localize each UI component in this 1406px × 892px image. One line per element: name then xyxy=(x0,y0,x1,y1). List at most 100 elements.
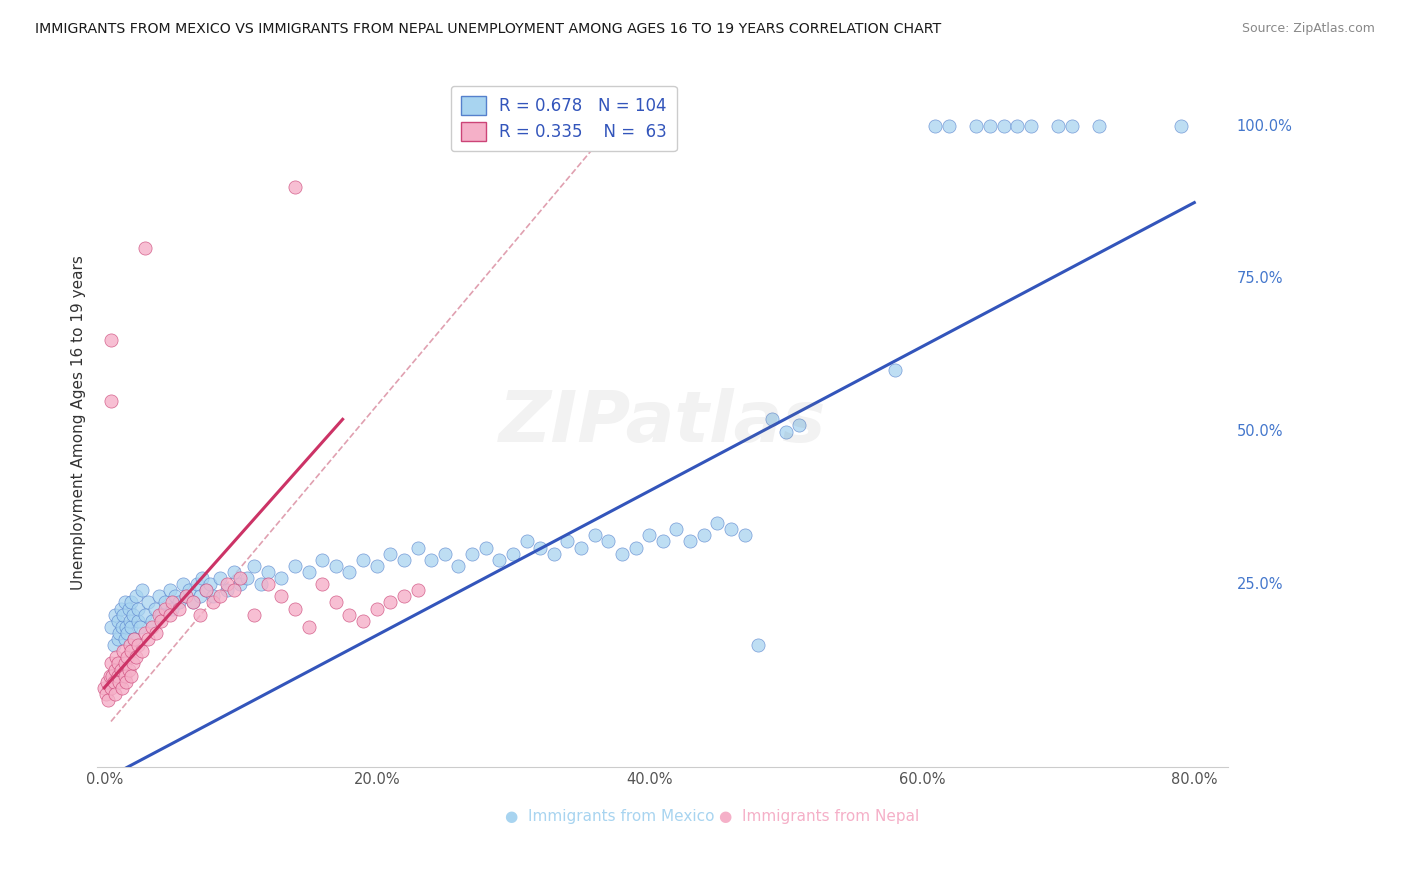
Point xyxy=(433,547,456,561)
Point xyxy=(100,333,122,347)
Point xyxy=(502,547,524,561)
Point xyxy=(222,583,245,598)
Point xyxy=(100,657,122,671)
Point xyxy=(366,601,388,615)
Point xyxy=(202,590,225,604)
Point xyxy=(993,120,1015,134)
Point xyxy=(167,601,190,615)
Point xyxy=(155,595,177,609)
Point xyxy=(693,528,716,542)
Point xyxy=(111,620,134,634)
Point xyxy=(1060,120,1083,134)
Point xyxy=(195,583,218,598)
Point xyxy=(236,571,259,585)
Point xyxy=(215,577,238,591)
Point xyxy=(145,626,167,640)
Point xyxy=(159,607,181,622)
Text: Source: ZipAtlas.com: Source: ZipAtlas.com xyxy=(1241,22,1375,36)
Point xyxy=(111,681,134,695)
Point xyxy=(380,547,402,561)
Point xyxy=(1170,120,1192,134)
Point xyxy=(188,607,211,622)
Point xyxy=(114,657,136,671)
Point xyxy=(127,601,149,615)
Point xyxy=(103,674,125,689)
Point xyxy=(284,180,307,194)
Point xyxy=(112,644,135,658)
Point xyxy=(325,558,347,573)
Point xyxy=(488,552,510,566)
Point xyxy=(108,626,131,640)
Point xyxy=(107,614,129,628)
Point xyxy=(366,558,388,573)
Point xyxy=(229,577,252,591)
Point xyxy=(167,595,190,609)
Point xyxy=(108,674,131,689)
Point xyxy=(297,565,319,579)
Text: ZIPatlas: ZIPatlas xyxy=(499,388,827,457)
Point xyxy=(543,547,565,561)
Point xyxy=(181,595,204,609)
Point xyxy=(200,577,222,591)
Point xyxy=(202,595,225,609)
Point xyxy=(638,528,661,542)
Point xyxy=(181,595,204,609)
Point xyxy=(924,120,946,134)
Point xyxy=(1088,120,1111,134)
Point xyxy=(256,565,278,579)
Point xyxy=(97,693,120,707)
Point xyxy=(100,620,122,634)
Point xyxy=(569,541,592,555)
Point xyxy=(120,595,142,609)
Y-axis label: Unemployment Among Ages 16 to 19 years: Unemployment Among Ages 16 to 19 years xyxy=(72,255,86,590)
Point xyxy=(624,541,647,555)
Point xyxy=(761,412,783,426)
Point xyxy=(134,626,156,640)
Point xyxy=(325,595,347,609)
Point xyxy=(516,534,538,549)
Point xyxy=(117,626,139,640)
Point xyxy=(103,638,125,652)
Point xyxy=(215,583,238,598)
Point xyxy=(610,547,633,561)
Point xyxy=(598,534,620,549)
Text: 100.0%: 100.0% xyxy=(1237,119,1292,134)
Point xyxy=(208,571,231,585)
Point xyxy=(115,674,138,689)
Point xyxy=(134,241,156,255)
Point xyxy=(136,632,159,646)
Point xyxy=(243,607,266,622)
Point xyxy=(118,663,141,677)
Point xyxy=(529,541,551,555)
Text: 50.0%: 50.0% xyxy=(1237,424,1284,439)
Point xyxy=(186,577,208,591)
Point xyxy=(107,669,129,683)
Point xyxy=(114,632,136,646)
Point xyxy=(141,614,163,628)
Point xyxy=(979,120,1001,134)
Point xyxy=(96,674,118,689)
Point xyxy=(100,681,122,695)
Point xyxy=(1005,120,1028,134)
Point xyxy=(143,601,166,615)
Point xyxy=(150,614,173,628)
Point xyxy=(256,577,278,591)
Point xyxy=(965,120,987,134)
Point xyxy=(174,590,197,604)
Point xyxy=(406,583,429,598)
Point xyxy=(250,577,273,591)
Point xyxy=(128,620,150,634)
Point xyxy=(112,607,135,622)
Text: ●  Immigrants from Nepal: ● Immigrants from Nepal xyxy=(720,809,920,823)
Point xyxy=(188,590,211,604)
Point xyxy=(121,657,143,671)
Point xyxy=(134,607,156,622)
Point xyxy=(105,650,128,665)
Point xyxy=(131,583,153,598)
Point xyxy=(124,650,146,665)
Point xyxy=(208,590,231,604)
Point xyxy=(148,607,170,622)
Point xyxy=(734,528,756,542)
Point xyxy=(120,620,142,634)
Text: IMMIGRANTS FROM MEXICO VS IMMIGRANTS FROM NEPAL UNEMPLOYMENT AMONG AGES 16 TO 19: IMMIGRANTS FROM MEXICO VS IMMIGRANTS FRO… xyxy=(35,22,942,37)
